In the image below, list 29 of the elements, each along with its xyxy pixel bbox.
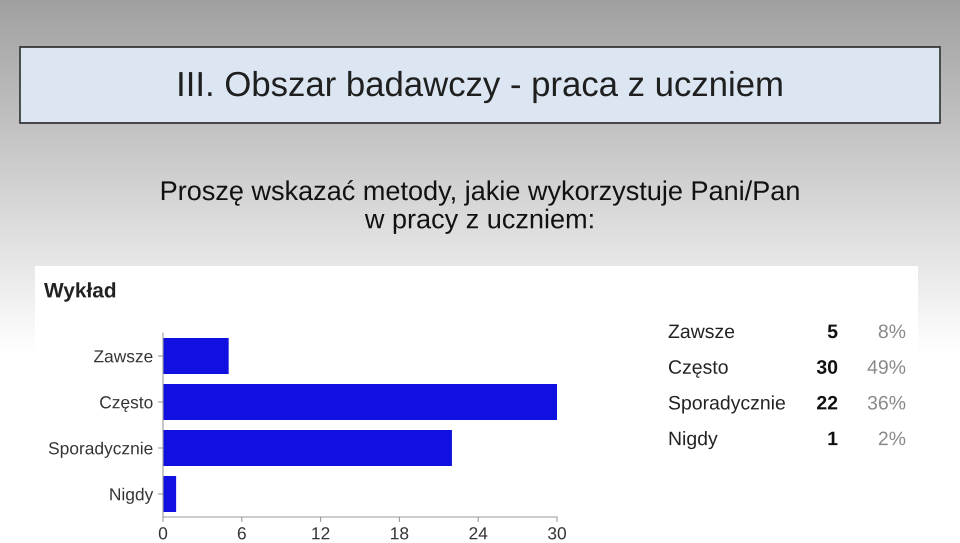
- x-tick-label: 12: [312, 527, 330, 540]
- text: 5: [828, 324, 838, 338]
- text: 30: [816, 360, 838, 374]
- y-tick-label: Sporadycznie: [48, 442, 153, 458]
- text: Zawsze: [668, 324, 734, 338]
- x-tick-label: 6: [238, 527, 246, 540]
- bar: [163, 430, 452, 466]
- text: Często: [668, 360, 728, 378]
- y-tick-label: Zawsze: [94, 350, 153, 362]
- x-tick-label: 0: [158, 527, 168, 540]
- y-tick-label: Często: [100, 396, 153, 412]
- text: 2%: [878, 432, 906, 446]
- text: 49%: [868, 360, 906, 374]
- text: 22: [817, 396, 838, 410]
- x-tick-label: 18: [391, 527, 408, 540]
- text: 1: [828, 432, 838, 446]
- x-tick-label: 30: [548, 527, 566, 540]
- y-tick-label: Nigdy: [110, 488, 154, 504]
- text: Nigdy: [670, 431, 718, 450]
- bar: [163, 476, 176, 512]
- bar: [163, 338, 229, 374]
- bar: [163, 384, 557, 420]
- text: 8%: [878, 324, 906, 338]
- x-tick-label: 24: [469, 527, 488, 540]
- chart-subtitle: Proszę wskazać metody, jakie wykorzystuje Pani/Pan w pracy z uczniem:: [162, 180, 799, 234]
- text: Wykład: [44, 282, 116, 302]
- chart-title: III. Obszar badawczy - praca z uczniem: [179, 70, 782, 104]
- text: 36%: [868, 396, 906, 410]
- text: Sporadycznie: [668, 395, 785, 414]
